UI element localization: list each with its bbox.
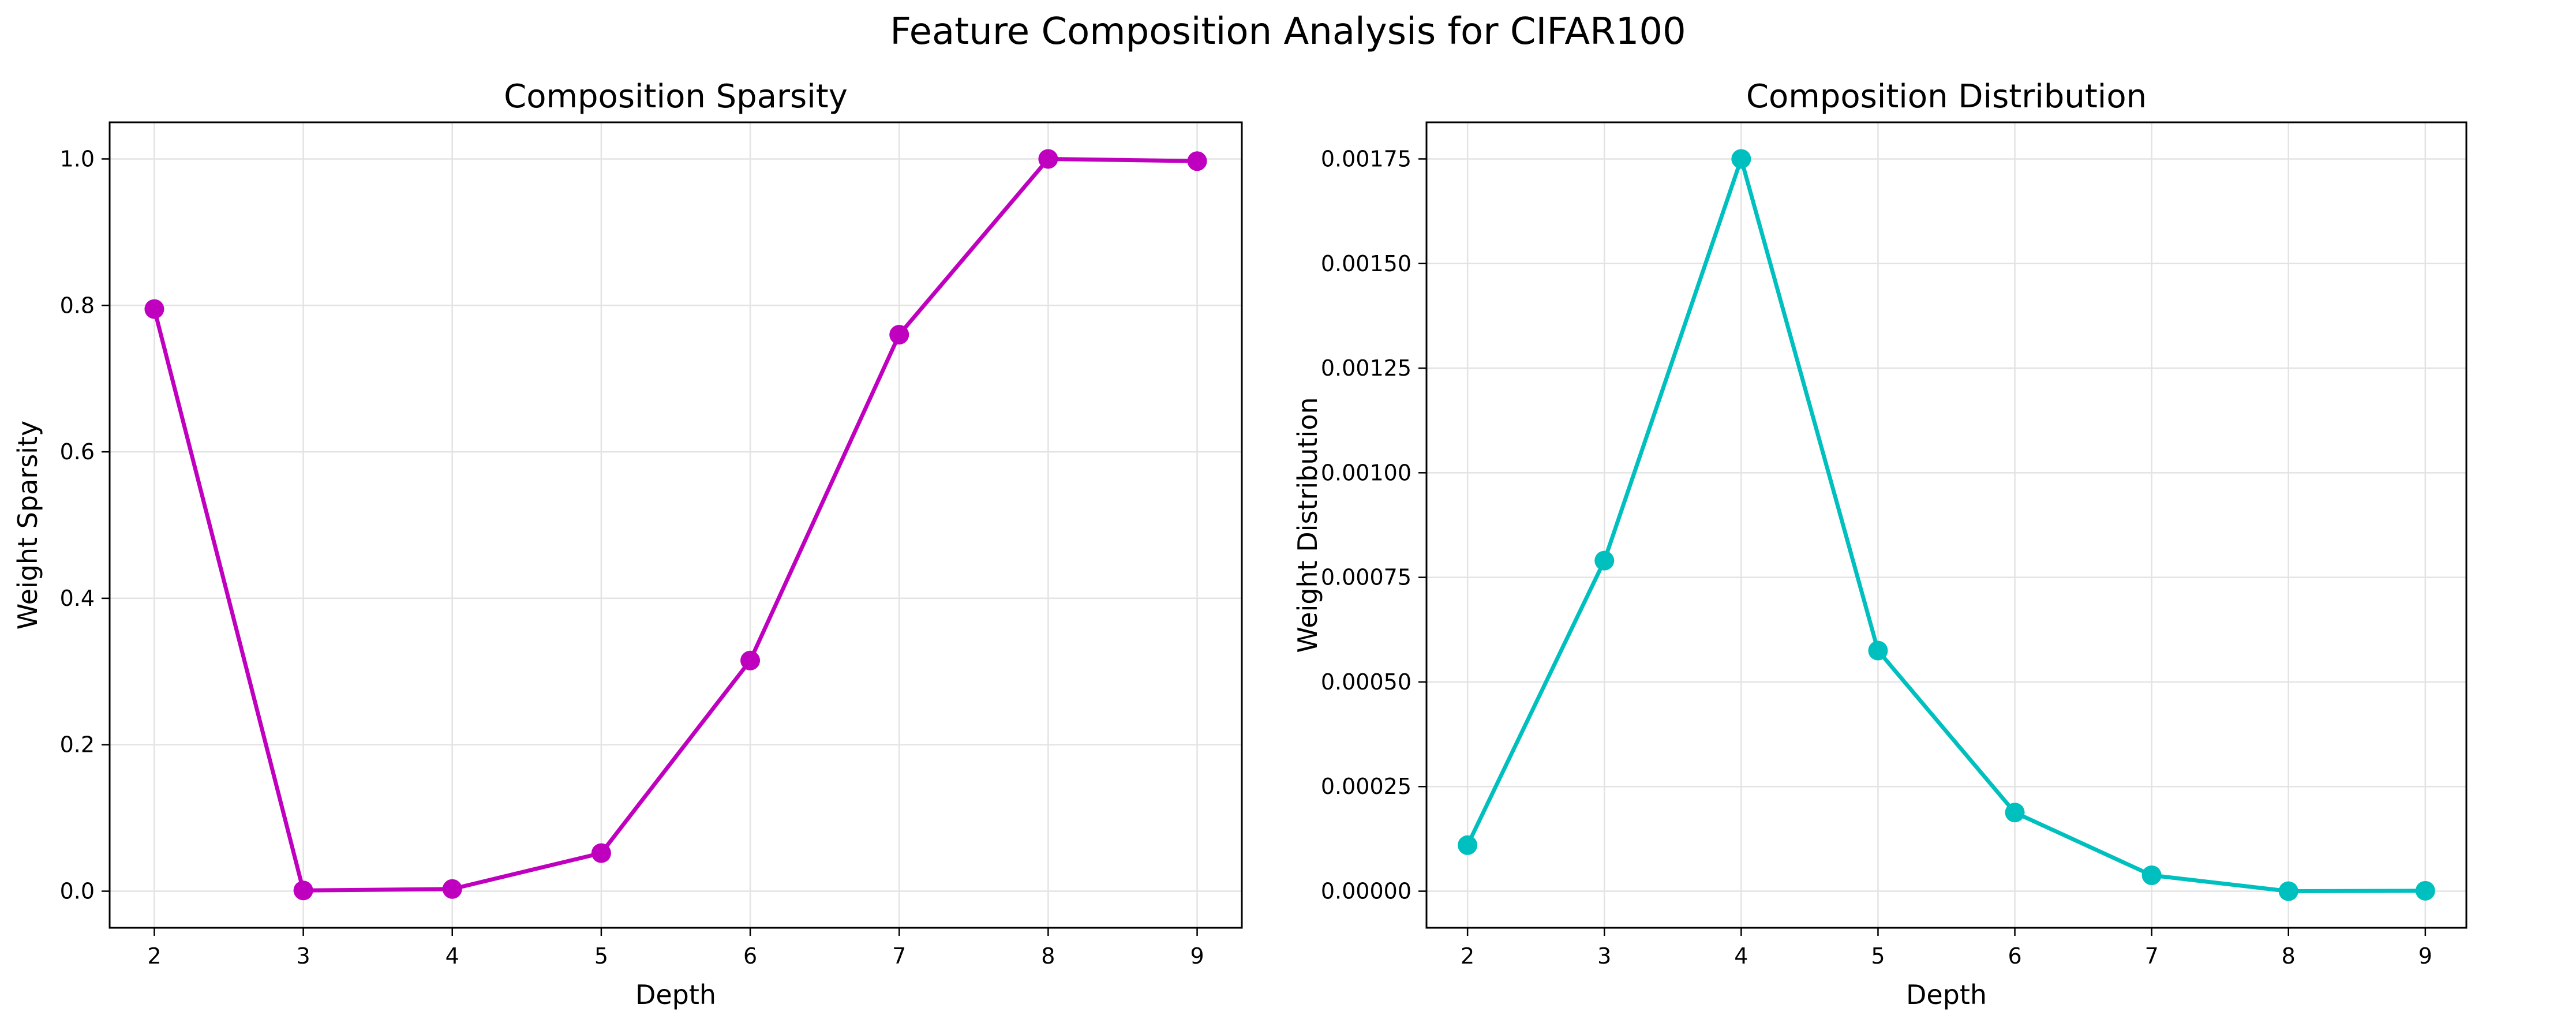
data-point	[1187, 151, 1207, 171]
data-point	[1868, 640, 1888, 661]
data-point	[1731, 149, 1751, 169]
y-tick-label: 0.00125	[1321, 355, 1411, 381]
y-axis-label: Weight Sparsity	[12, 421, 43, 629]
y-tick-label: 1.0	[60, 146, 95, 171]
chart-composition-distribution: 2 3 4 5 6 7 8 9 0.00000 0.00025 0.00050 0.00075 0.00…	[1292, 78, 2468, 1010]
x-tick-label: 8	[1041, 943, 1055, 969]
y-tick-label: 0.00000	[1321, 879, 1411, 904]
y-tick-label: 0.00150	[1321, 251, 1411, 276]
data-point	[1594, 550, 1615, 571]
y-tick-label: 0.6	[60, 439, 95, 464]
chart-title: Composition Sparsity	[504, 78, 848, 115]
chart-title: Composition Distribution	[1746, 78, 2147, 115]
data-point	[144, 299, 164, 319]
data-point	[740, 650, 761, 670]
x-tick-label: 2	[147, 943, 161, 969]
data-point	[591, 843, 611, 863]
x-tick-label: 4	[445, 943, 459, 969]
y-tick-label: 0.00175	[1321, 146, 1411, 171]
x-axis-label: Depth	[635, 979, 716, 1010]
axes-frame	[108, 121, 1243, 929]
y-tick-label: 0.00075	[1321, 565, 1411, 590]
y-tick-label: 0.0	[60, 879, 95, 904]
y-tick-label: 0.4	[60, 586, 95, 611]
y-tick-label: 0.8	[60, 293, 95, 318]
data-point	[293, 880, 313, 901]
x-tick-label: 9	[1190, 943, 1204, 969]
data-point	[2005, 803, 2025, 823]
data-point	[2278, 881, 2298, 901]
y-tick-label: 0.00100	[1321, 460, 1411, 485]
figure-suptitle: Feature Composition Analysis for CIFAR10…	[890, 10, 1686, 53]
x-tick-label: 8	[2282, 943, 2296, 969]
data-point	[889, 325, 909, 345]
y-tick-label: 0.2	[60, 732, 95, 758]
data-point	[2141, 865, 2162, 885]
data-point	[1458, 835, 1478, 855]
axes-frame	[1425, 121, 2468, 929]
x-axis-label: Depth	[1906, 979, 1987, 1010]
chart-composition-sparsity: 2 3 4 5 6 7 8 9 0.0 0.2 0.4 0.6 0.8 1.0 Composition Sp…	[12, 78, 1243, 1010]
series-line	[1465, 156, 2425, 894]
data-point	[1038, 149, 1058, 169]
x-tick-label: 2	[1461, 943, 1474, 969]
x-tick-label: 5	[1871, 943, 1885, 969]
y-axis-label: Weight Distribution	[1292, 397, 1323, 653]
x-tick-label: 3	[1597, 943, 1611, 969]
x-tick-label: 5	[594, 943, 608, 969]
x-tick-label: 3	[297, 943, 310, 969]
x-tick-label: 7	[2145, 943, 2159, 969]
x-tick-label: 6	[2008, 943, 2021, 969]
x-tick-label: 9	[2418, 943, 2432, 969]
x-tick-label: 6	[743, 943, 757, 969]
data-point	[442, 879, 462, 899]
x-tick-label: 7	[892, 943, 906, 969]
y-tick-label: 0.00050	[1321, 669, 1411, 695]
x-tick-label: 4	[1734, 943, 1748, 969]
y-tick-label: 0.00025	[1321, 774, 1411, 799]
series-line	[152, 156, 1197, 893]
data-point	[2415, 880, 2435, 901]
